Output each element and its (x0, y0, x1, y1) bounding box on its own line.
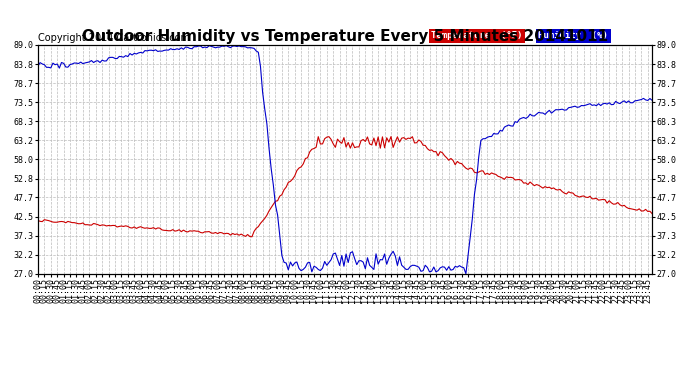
Text: Copyright 2014 Cartronics.com: Copyright 2014 Cartronics.com (38, 33, 190, 43)
Text: Humidity  (%): Humidity (%) (538, 32, 609, 40)
Text: Temperature  (°F): Temperature (°F) (431, 32, 522, 40)
Title: Outdoor Humidity vs Temperature Every 5 Minutes 20141011: Outdoor Humidity vs Temperature Every 5 … (82, 29, 608, 44)
